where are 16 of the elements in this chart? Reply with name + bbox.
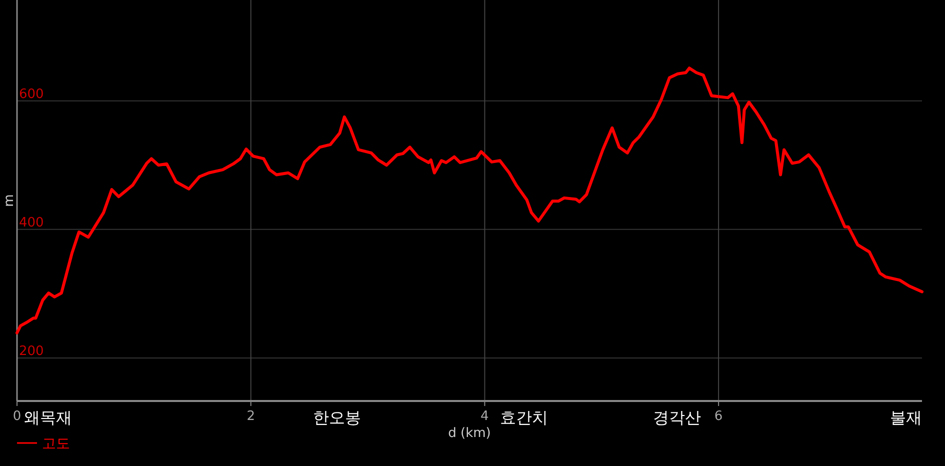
legend: 고도 bbox=[17, 436, 70, 452]
y-tick-label: 600 bbox=[19, 86, 44, 102]
x-tick-label: 4 bbox=[480, 409, 489, 424]
text: 경각산 bbox=[653, 408, 701, 427]
text: 불재 bbox=[890, 408, 922, 427]
y-axis-title: m bbox=[2, 194, 17, 207]
legend-label: 고도 bbox=[42, 436, 70, 452]
y-tick-label: 200 bbox=[19, 344, 44, 359]
text: 한오봉 bbox=[313, 408, 361, 427]
text: 효간치 bbox=[500, 408, 548, 427]
text: 왜목재 bbox=[24, 408, 72, 427]
x-tick-label: 6 bbox=[714, 409, 723, 424]
y-tick-label: 400 bbox=[19, 215, 44, 230]
x-axis-title: d (km) bbox=[448, 426, 491, 441]
x-tick-label: 2 bbox=[246, 409, 255, 424]
x-tick-label: 0 bbox=[12, 409, 22, 424]
